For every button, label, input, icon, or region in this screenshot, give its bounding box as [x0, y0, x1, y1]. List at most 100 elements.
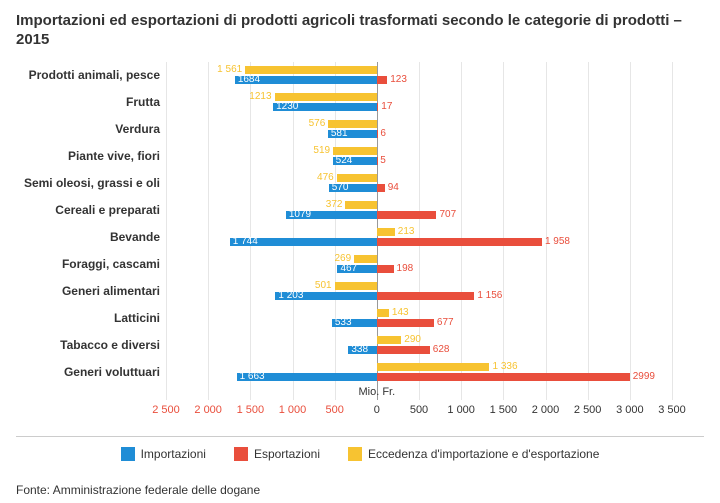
legend-import-label: Importazioni	[141, 447, 206, 461]
x-axis-title: Mio. Fr.	[358, 386, 395, 398]
gridline	[293, 62, 294, 400]
bar-surplus	[377, 309, 389, 317]
bar-export	[377, 130, 378, 138]
bar-export-value: 94	[388, 183, 399, 193]
category-label: Bevande	[110, 231, 160, 243]
category-label: Cereali e preparati	[55, 204, 160, 216]
bar-export	[377, 76, 387, 84]
bar-surplus	[275, 93, 377, 101]
bar-surplus	[328, 120, 377, 128]
bar-surplus-value: 501	[315, 281, 332, 291]
category-label: Tabacco e diversi	[60, 339, 160, 351]
bar-import-value: 581	[331, 129, 348, 139]
x-tick-label: 2 000	[194, 404, 222, 416]
bar-surplus	[377, 228, 395, 236]
x-tick-label: 500	[410, 404, 428, 416]
bar-export	[377, 238, 542, 246]
x-tick-label: 3 500	[658, 404, 686, 416]
bar-export-value: 2999	[633, 372, 655, 382]
category-label: Frutta	[126, 96, 160, 108]
bar-export	[377, 103, 378, 111]
bar-surplus	[345, 201, 376, 209]
gridline	[461, 62, 462, 400]
gridline	[503, 62, 504, 400]
bar-export-value: 123	[390, 75, 407, 85]
bar-export	[377, 184, 385, 192]
swatch-import	[121, 447, 135, 461]
bar-surplus	[354, 255, 377, 263]
bar-export-value: 1 156	[477, 291, 502, 301]
legend-export: Esportazioni	[234, 447, 320, 461]
bar-export-value: 677	[437, 318, 454, 328]
category-label: Semi oleosi, grassi e oli	[24, 177, 160, 189]
gridline	[588, 62, 589, 400]
x-tick-label: 1 000	[447, 404, 475, 416]
x-tick-label: 1 000	[279, 404, 307, 416]
category-label: Verdura	[115, 123, 160, 135]
bar-export-value: 628	[433, 345, 450, 355]
x-tick-label: 0	[374, 404, 380, 416]
bar-surplus	[333, 147, 377, 155]
legend-import: Importazioni	[121, 447, 206, 461]
bar-surplus-value: 576	[309, 119, 326, 129]
bar-export-value: 1 958	[545, 237, 570, 247]
bar-surplus-value: 143	[392, 308, 409, 318]
chart-container: Importazioni ed esportazioni di prodotti…	[0, 0, 720, 503]
bar-surplus-value: 213	[398, 227, 415, 237]
bar-export	[377, 373, 630, 381]
x-tick-label: 2 000	[532, 404, 560, 416]
x-tick-label: 1 500	[490, 404, 518, 416]
category-label: Generi alimentari	[62, 285, 160, 297]
bar-export-value: 198	[397, 264, 414, 274]
x-tick-label: 3 000	[616, 404, 644, 416]
bar-surplus	[337, 174, 377, 182]
bar-import-value: 1 744	[233, 237, 258, 247]
bar-export	[377, 292, 474, 300]
bar-export	[377, 265, 394, 273]
bar-surplus-value: 372	[326, 200, 343, 210]
bar-import-value: 570	[332, 183, 349, 193]
swatch-surplus	[348, 447, 362, 461]
gridline	[630, 62, 631, 400]
x-tick-label: 2 500	[574, 404, 602, 416]
category-label: Generi voluttuari	[64, 366, 160, 378]
bar-import-value: 1 203	[278, 291, 303, 301]
bar-export-value: 17	[381, 102, 392, 112]
gridline	[672, 62, 673, 400]
chart-area: 2 500 2 000 1 500 1 000 500 0 500 1 000 1 500 2 0…	[16, 56, 704, 437]
bar-export-value: 707	[439, 210, 456, 220]
bar-surplus	[377, 363, 490, 371]
bar-surplus	[335, 282, 377, 290]
bar-export-value: 6	[380, 129, 386, 139]
legend-export-label: Esportazioni	[254, 447, 320, 461]
bar-import-value: 524	[336, 156, 353, 166]
chart-title: Importazioni ed esportazioni di prodotti…	[16, 12, 704, 50]
x-tick-label: 2 500	[152, 404, 180, 416]
category-label: Piante vive, fiori	[68, 150, 160, 162]
source-text: Fonte: Amministrazione federale delle do…	[16, 483, 260, 497]
plot-region: 2 5002 0001 5001 00050005001 0001 5002 0…	[166, 62, 672, 400]
bar-import-value: 533	[335, 318, 352, 328]
x-tick-label: 1 500	[237, 404, 265, 416]
category-label: Latticini	[114, 312, 160, 324]
legend-surplus: Eccedenza d'importazione e d'esportazion…	[348, 447, 599, 461]
bar-export	[377, 211, 437, 219]
category-label: Prodotti animali, pesce	[29, 69, 160, 81]
bar-export-value: 5	[380, 156, 386, 166]
gridline	[166, 62, 167, 400]
bar-import-value: 467	[340, 264, 357, 274]
swatch-export	[234, 447, 248, 461]
bar-surplus-value: 290	[404, 335, 421, 345]
legend: Importazioni Esportazioni Eccedenza d'im…	[16, 447, 704, 461]
x-tick-label: 500	[325, 404, 343, 416]
gridline	[335, 62, 336, 400]
bar-import-value: 1079	[289, 210, 311, 220]
bar-surplus-value: 1 336	[493, 362, 518, 372]
bar-export	[377, 319, 434, 327]
gridline	[250, 62, 251, 400]
bar-import-value: 1230	[276, 102, 298, 112]
gridline	[208, 62, 209, 400]
bar-import-value: 338	[351, 345, 368, 355]
category-label: Foraggi, cascami	[62, 258, 160, 270]
bar-surplus-value: 1213	[249, 92, 271, 102]
